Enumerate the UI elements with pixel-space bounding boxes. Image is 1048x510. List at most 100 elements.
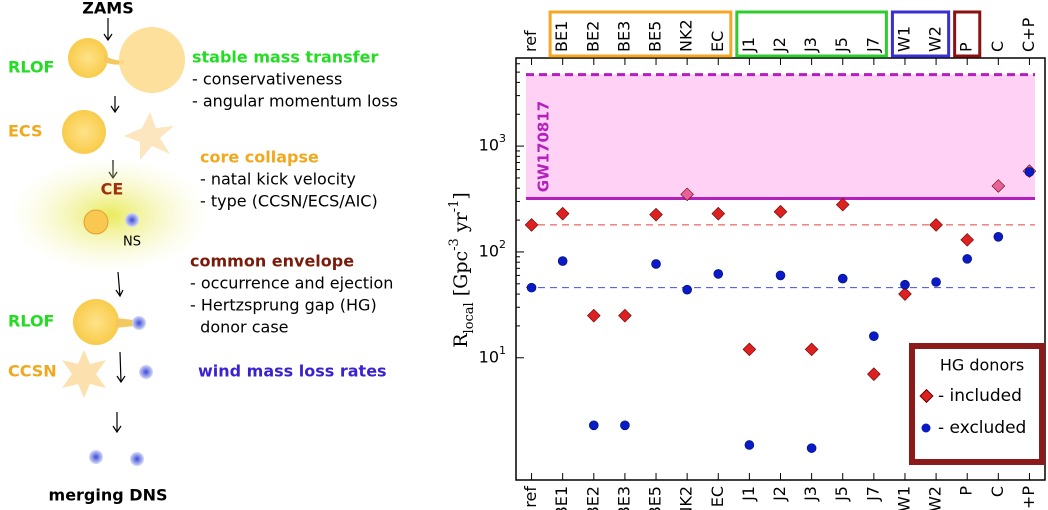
x-tick-label: J3	[801, 486, 820, 502]
point	[555, 206, 570, 221]
group-box	[953, 10, 982, 58]
note-title: common envelope	[190, 252, 354, 271]
star	[83, 209, 109, 235]
x-tick-label: J5	[832, 486, 851, 502]
y-tick-label: 103	[479, 132, 506, 155]
top-tick-label: EC	[708, 31, 727, 52]
x-tick-label: BE5	[646, 486, 665, 510]
group-box	[890, 10, 951, 58]
stage-label: NS	[123, 235, 141, 250]
star	[62, 110, 106, 154]
note-line: - natal kick velocity	[200, 170, 356, 189]
legend-box	[909, 343, 1045, 465]
top-tick-label: C	[988, 41, 1007, 52]
x-tick-label: W1	[894, 486, 913, 510]
band-label: GW170817	[535, 101, 553, 192]
top-tick-label: J7	[863, 37, 882, 53]
note-line: - type (CCSN/ECS/AIC)	[200, 192, 378, 211]
star	[73, 299, 119, 345]
top-tick-label: J5	[832, 37, 851, 53]
note-title: core collapse	[200, 148, 319, 167]
y-tick-label: 101	[479, 344, 506, 367]
diagram: ZAMS RLOF ECS CE NS RLOF CCSN merging DN…	[8, 0, 210, 505]
x-tick-label: W2	[926, 486, 945, 510]
group-box	[548, 10, 733, 58]
point	[682, 284, 692, 295]
stage-label: RLOF	[8, 312, 54, 331]
point	[837, 273, 848, 284]
top-tick-label: BE3	[614, 21, 633, 52]
point	[557, 256, 568, 266]
x-tick-label: BE3	[614, 486, 633, 510]
point	[680, 187, 694, 202]
top-tick-label: BE5	[646, 21, 665, 52]
note-line: - Hertzsprung gap (HG)	[190, 296, 377, 315]
stage-label: RLOF	[8, 58, 54, 77]
x-tick-label: EC	[708, 486, 727, 507]
point	[526, 282, 537, 293]
top-tick-label: P	[957, 42, 976, 52]
note-title: stable mass transfer	[192, 48, 378, 67]
star	[119, 27, 185, 93]
x-tick-label: BE2	[583, 486, 602, 510]
top-tick-label: J3	[801, 37, 820, 53]
point	[960, 233, 974, 247]
point	[649, 207, 663, 222]
point	[742, 342, 757, 357]
x-tick-label: P	[957, 486, 976, 496]
point	[835, 197, 850, 212]
point	[524, 218, 539, 232]
top-tick-label: W2	[926, 26, 945, 52]
star	[68, 38, 108, 78]
stage-label: ECS	[8, 122, 43, 141]
point	[711, 206, 726, 221]
x-tick-label: BE1	[552, 486, 571, 510]
note-line: donor case	[190, 318, 289, 337]
y-axis-label: Rlocal [Gpc-3 yr-1]	[447, 192, 477, 348]
point	[929, 218, 943, 232]
point	[618, 308, 632, 323]
point	[775, 270, 786, 281]
neutron-star	[132, 316, 146, 330]
x-tick-label: C	[988, 486, 1007, 497]
top-tick-label: ref	[521, 30, 540, 52]
stage-label: merging DNS	[49, 486, 168, 505]
legend-marker	[921, 423, 931, 433]
top-tick-label: J2	[770, 37, 789, 53]
x-tick-label: J2	[770, 486, 789, 502]
point	[713, 269, 724, 279]
point	[962, 254, 973, 264]
point	[898, 287, 912, 301]
note-line: - occurrence and ejection	[190, 274, 393, 293]
top-tick-label: J1	[739, 37, 758, 53]
point	[931, 277, 941, 287]
x-tick-label: J1	[739, 486, 758, 502]
neutron-star	[89, 450, 103, 464]
stream	[104, 55, 124, 65]
notes: stable mass transfer - conservativeness - …	[190, 48, 398, 381]
y-tick-label: 102	[479, 238, 506, 260]
x-tick-label: ref	[521, 486, 540, 508]
legend-marker	[919, 388, 934, 404]
legend-label: - included	[938, 386, 1022, 406]
top-tick-label: NK2	[677, 19, 696, 52]
stream	[116, 318, 134, 328]
neutron-star	[139, 365, 153, 379]
point	[804, 342, 819, 357]
point	[993, 232, 1004, 242]
note-line: - conservativeness	[192, 70, 342, 89]
point	[651, 259, 661, 269]
x-tick-label: NK2	[677, 486, 696, 510]
group-box	[735, 10, 888, 58]
point	[867, 367, 881, 381]
stage-label: CE	[101, 180, 124, 199]
point	[806, 443, 817, 453]
neutron-star	[130, 452, 144, 466]
stage-label: ZAMS	[82, 0, 133, 18]
x-tick-label: C+P	[1019, 486, 1038, 510]
point	[1024, 167, 1035, 177]
point	[587, 308, 601, 323]
point	[869, 331, 879, 341]
